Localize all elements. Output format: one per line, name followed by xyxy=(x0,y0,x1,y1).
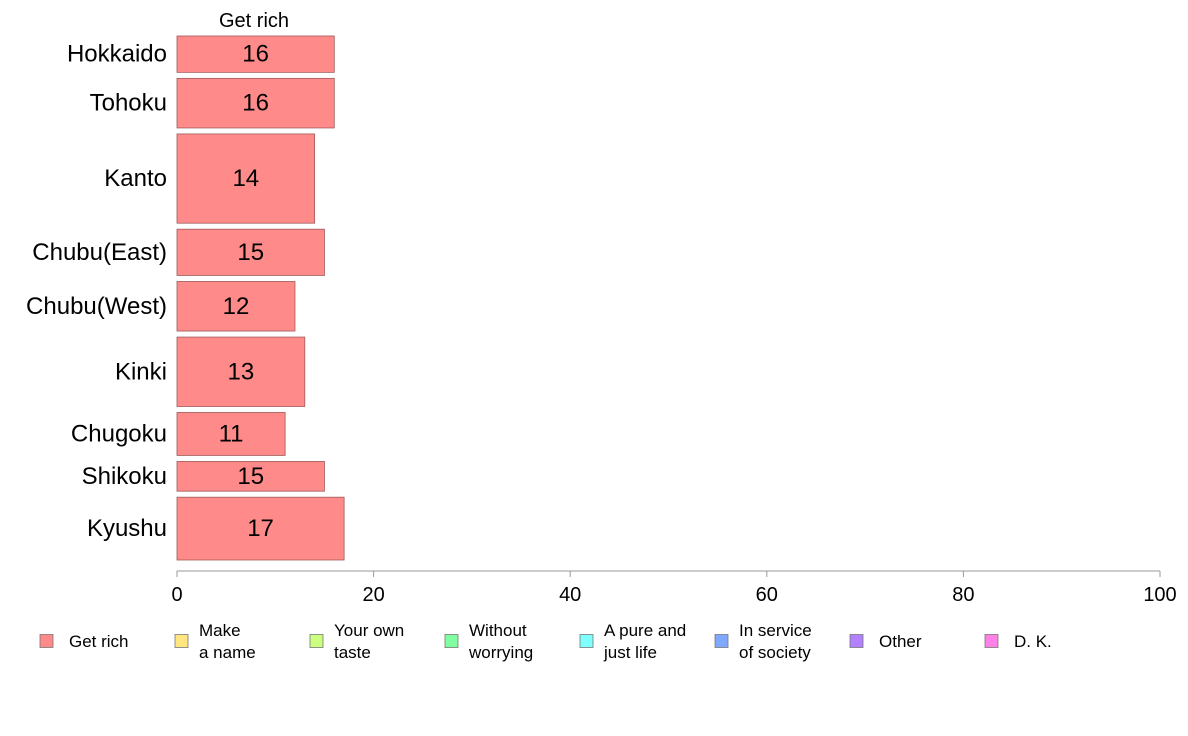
x-tick-label: 40 xyxy=(559,584,581,606)
legend-label: A pure and just life xyxy=(603,621,686,662)
legend-label: Other xyxy=(879,632,922,651)
bar-kyushu xyxy=(176,496,345,561)
legend-label: D. K. xyxy=(1014,632,1052,651)
bar-value-label: 16 xyxy=(242,90,269,117)
legend-label: Make a name xyxy=(199,621,256,662)
bar-kanto xyxy=(176,133,316,224)
x-axis: 0 20 40 60 80 100 xyxy=(171,570,1177,606)
legend-swatch xyxy=(444,634,459,648)
legend-swatch xyxy=(174,634,189,648)
legend-label: Without worrying xyxy=(468,621,533,662)
legend-swatch xyxy=(39,634,54,648)
legend-swatch xyxy=(579,634,594,648)
legend-swatch xyxy=(714,634,729,648)
bar-value-label: 11 xyxy=(219,420,244,447)
x-tick-label: 20 xyxy=(362,584,384,606)
legend-item: Your own taste xyxy=(309,621,404,662)
legend-label: Get rich xyxy=(69,632,129,651)
x-tick-label: 100 xyxy=(1143,584,1176,606)
x-tick-label: 0 xyxy=(171,584,182,606)
legend: Get rich Make a name Your own taste Without wo… xyxy=(39,621,1052,662)
bar-tohoku xyxy=(176,77,335,129)
bar-value-label: 13 xyxy=(228,358,255,385)
bar-chubu-east xyxy=(176,228,325,276)
bar-value-label: 16 xyxy=(242,41,269,68)
legend-label: In service of society xyxy=(739,621,812,662)
bar-chugoku xyxy=(176,412,286,456)
legend-item: A pure and just life xyxy=(579,621,686,662)
bar-value-label: 15 xyxy=(237,239,264,266)
category-label: Hokkaido xyxy=(67,41,167,68)
legend-swatch xyxy=(984,634,999,648)
x-tick-label: 60 xyxy=(756,584,778,606)
series-title: Get rich xyxy=(219,10,289,32)
x-tick-label: 80 xyxy=(952,584,974,606)
legend-label: Your own taste xyxy=(334,621,404,662)
category-label: Tohoku xyxy=(90,90,167,117)
bar-value-label: 17 xyxy=(247,515,274,542)
category-label: Kanto xyxy=(104,165,167,192)
legend-item: Make a name xyxy=(174,621,256,662)
bars-group: 16 Hokkaido 16 Tohoku 14 Kanto 15 Chubu(East) 12… xyxy=(26,35,345,561)
category-label: Shikoku xyxy=(82,463,167,490)
category-label: Kyushu xyxy=(87,515,167,542)
bar-value-label: 14 xyxy=(232,165,259,192)
bar-chubu-west xyxy=(176,281,296,332)
legend-swatch xyxy=(849,634,864,648)
category-label: Chubu(West) xyxy=(26,293,167,320)
legend-item: In service of society xyxy=(714,621,812,662)
category-label: Chubu(East) xyxy=(32,239,167,266)
legend-item: Without worrying xyxy=(444,621,533,662)
legend-item: Get rich xyxy=(39,632,129,651)
legend-item: D. K. xyxy=(984,632,1052,651)
category-label: Kinki xyxy=(115,358,167,385)
bar-value-label: 15 xyxy=(237,463,264,490)
bar-kinki xyxy=(176,336,306,407)
category-label: Chugoku xyxy=(71,420,167,447)
legend-item: Other xyxy=(849,632,922,651)
legend-swatch xyxy=(309,634,324,648)
bar-hokkaido xyxy=(176,35,335,73)
bar-value-label: 12 xyxy=(223,293,250,320)
bar-shikoku xyxy=(176,461,325,492)
